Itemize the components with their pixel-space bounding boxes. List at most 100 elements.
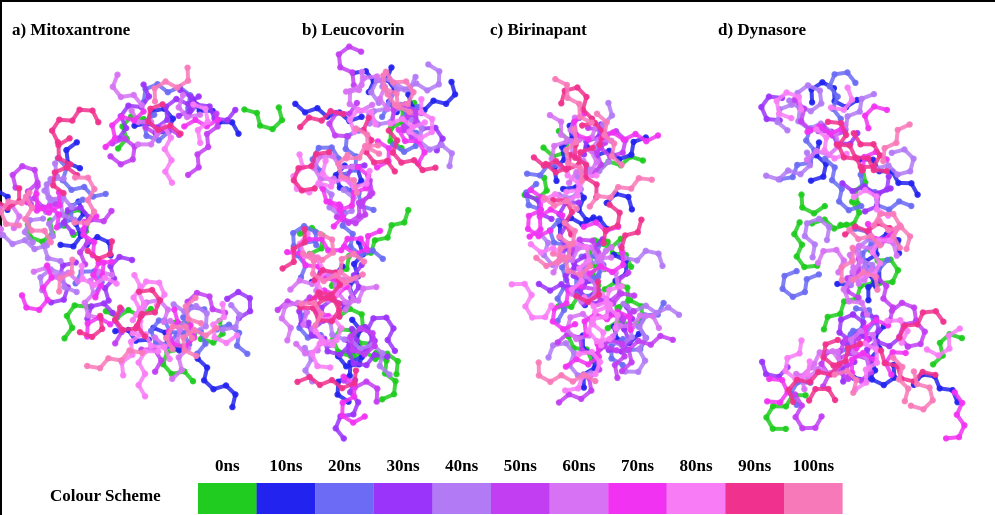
atom xyxy=(189,335,195,341)
atom xyxy=(581,318,587,324)
atom xyxy=(300,250,306,256)
atom xyxy=(531,154,537,160)
atom xyxy=(895,267,901,273)
atom xyxy=(874,287,880,293)
atom xyxy=(44,262,50,268)
atom xyxy=(805,82,811,88)
atom xyxy=(81,184,87,190)
atom xyxy=(247,308,253,314)
atom xyxy=(619,368,625,374)
atom xyxy=(884,186,890,192)
atom xyxy=(190,378,196,384)
atom xyxy=(890,211,896,217)
atom xyxy=(235,289,241,295)
atom xyxy=(165,89,171,95)
atom xyxy=(585,361,591,367)
atom xyxy=(269,126,275,132)
atom xyxy=(344,236,350,242)
atom xyxy=(563,198,569,204)
atom xyxy=(232,324,238,330)
atom xyxy=(306,374,312,380)
atom xyxy=(237,312,243,318)
atom xyxy=(10,172,16,178)
atom xyxy=(341,336,347,342)
atom xyxy=(364,131,370,137)
atom xyxy=(336,314,342,320)
atom xyxy=(859,300,865,306)
atom xyxy=(219,301,225,307)
atom xyxy=(622,232,628,238)
atom xyxy=(202,341,208,347)
atom xyxy=(330,249,336,255)
atom xyxy=(566,180,572,186)
atom xyxy=(388,64,394,70)
atom xyxy=(110,84,116,90)
atom xyxy=(353,367,359,373)
atom xyxy=(885,227,891,233)
atom xyxy=(134,323,140,329)
atom xyxy=(41,187,47,193)
atom xyxy=(340,223,346,229)
atom xyxy=(381,85,387,91)
atom xyxy=(863,379,869,385)
atom xyxy=(788,115,794,121)
atom xyxy=(370,207,376,213)
atom xyxy=(429,116,435,122)
atom xyxy=(860,350,866,356)
atom xyxy=(770,426,776,432)
atom xyxy=(615,222,621,228)
atom xyxy=(85,320,91,326)
atom xyxy=(562,387,568,393)
atom xyxy=(799,402,805,408)
atom xyxy=(152,334,158,340)
atom xyxy=(855,236,861,242)
atom xyxy=(28,227,34,233)
atom xyxy=(865,125,871,131)
atom xyxy=(937,385,943,391)
atom xyxy=(157,297,163,303)
atom xyxy=(394,137,400,143)
atom xyxy=(341,435,347,441)
atom xyxy=(204,310,210,316)
atom xyxy=(64,313,70,319)
atom xyxy=(638,217,644,223)
legend-swatch xyxy=(374,483,433,514)
atom xyxy=(630,139,636,145)
atom xyxy=(204,131,210,137)
atom xyxy=(312,185,318,191)
atom xyxy=(812,386,818,392)
atom xyxy=(204,364,210,370)
atom xyxy=(825,314,831,320)
atom xyxy=(660,300,666,306)
atom xyxy=(168,157,174,163)
atom xyxy=(871,222,877,228)
atom xyxy=(196,164,202,170)
atom xyxy=(808,178,814,184)
atom xyxy=(418,96,424,102)
atom xyxy=(625,269,631,275)
atom xyxy=(537,226,543,232)
atom xyxy=(946,345,952,351)
atom xyxy=(643,138,649,144)
atom xyxy=(897,245,903,251)
atom xyxy=(324,348,330,354)
atom xyxy=(877,211,883,217)
atom xyxy=(57,202,63,208)
atom xyxy=(128,339,134,345)
atom xyxy=(843,132,849,138)
atom xyxy=(890,355,896,361)
atom xyxy=(643,248,649,254)
atom xyxy=(573,293,579,299)
atom xyxy=(547,287,553,293)
atom xyxy=(347,101,353,107)
atom xyxy=(813,148,819,154)
atom xyxy=(553,169,559,175)
atom xyxy=(906,121,912,127)
atom xyxy=(846,298,852,304)
atom xyxy=(365,233,371,239)
atom xyxy=(573,139,579,145)
atom xyxy=(180,334,186,340)
atom xyxy=(587,263,593,269)
atom xyxy=(926,384,932,390)
atom xyxy=(794,377,800,383)
